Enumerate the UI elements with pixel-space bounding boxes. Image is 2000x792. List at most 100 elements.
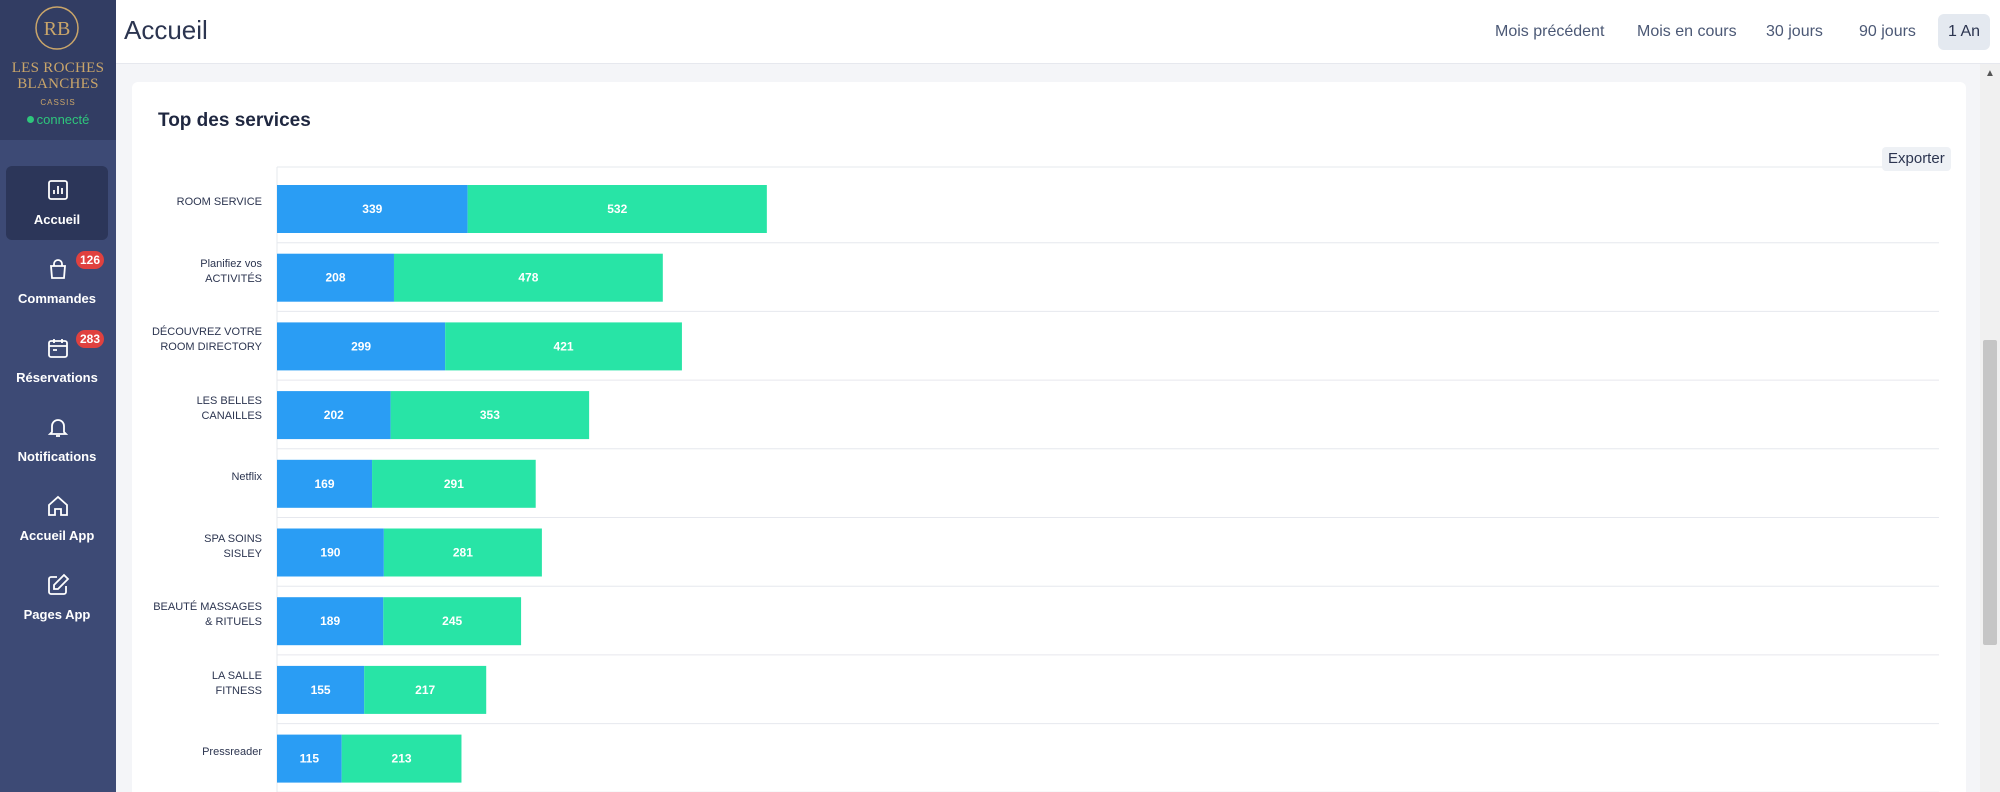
chart-data-label: 155 (311, 683, 331, 697)
chart-bar-series1[interactable] (277, 391, 391, 440)
chart-bar-series2[interactable] (383, 528, 542, 577)
brand-block: RB LES ROCHES BLANCHES CASSIS connecté (0, 0, 116, 140)
sidebar-item-label: Commandes (17, 291, 97, 306)
sidebar-item-label: Accueil App (19, 528, 95, 543)
chart-bar-series1[interactable] (277, 597, 384, 646)
chart-category-label-line: FITNESS (215, 684, 262, 697)
status-label: connecté (36, 112, 90, 127)
period-current-month-button[interactable]: Mois en cours (1637, 23, 1737, 40)
chart-category-label-line: BEAUTÉ MASSAGES (153, 601, 262, 614)
sidebar-item-reservations[interactable]: 283 Réservations (6, 324, 108, 398)
brand-logo-icon: RB (35, 6, 79, 50)
sidebar-item-label: Notifications (17, 449, 97, 464)
status-dot-icon (26, 116, 34, 123)
svg-text:RB: RB (44, 18, 71, 40)
brand-name: LES ROCHES BLANCHES (0, 60, 116, 92)
page-title: Accueil (124, 15, 208, 45)
chart-category-label: DÉCOUVREZ VOTRE ROOM DIRECTORY (132, 325, 262, 355)
chart-category-label: LES BELLES CANAILLES (132, 394, 262, 424)
scroll-up-arrow-icon[interactable]: ▲ (1985, 68, 1995, 79)
chart-bar-series1[interactable] (277, 734, 342, 783)
sidebar-item-label: Pages App (23, 607, 91, 622)
chart-category-label-line: SPA SOINS (204, 532, 262, 545)
chart-bar-series1[interactable] (277, 528, 384, 577)
reservations-count-badge: 283 (76, 330, 105, 348)
chart-category-label-line: ACTIVITÉS (205, 272, 262, 285)
brand-subtitle: CASSIS (40, 98, 76, 107)
sidebar: RB LES ROCHES BLANCHES CASSIS connecté A… (0, 0, 116, 792)
scroll-thumb[interactable] (1983, 340, 1997, 645)
chart-category-label-line: LES BELLES (196, 395, 262, 408)
chart-bar-series2[interactable] (383, 597, 522, 646)
chart-data-label: 291 (444, 477, 464, 491)
chart-category-label-line: DÉCOUVREZ VOTRE (151, 326, 262, 339)
chart-bar-series1[interactable] (277, 253, 394, 302)
top-services-card: 339 532 208 478 299 421 202 353 169 291 190 281 189 2… (132, 82, 1966, 792)
chart-data-label: 208 (325, 271, 345, 285)
chart-bar-series1[interactable] (277, 185, 468, 233)
calendar-icon (48, 339, 68, 358)
chart-bar-series2[interactable] (467, 185, 767, 233)
bell-icon (47, 419, 69, 437)
sidebar-item-commandes[interactable]: 126 Commandes (6, 245, 108, 319)
chart-data-label: 190 (320, 546, 340, 560)
chart-data-label: 299 (351, 339, 371, 353)
chart-data-label: 189 (320, 614, 340, 628)
brand-name-line2: BLANCHES (17, 76, 99, 92)
chart-category-label-line: Netflix (231, 470, 262, 483)
home-icon (48, 495, 68, 516)
chart-category-label-line: Pressreader (202, 745, 262, 758)
chart-category-label: BEAUTÉ MASSAGES & RITUELS (132, 600, 262, 630)
chart-data-label: 213 (392, 752, 412, 766)
bar-chart-icon (48, 180, 68, 200)
orders-count-badge: 126 (76, 251, 105, 269)
chart-data-label: 339 (362, 202, 382, 216)
chart-category-label: LA SALLE FITNESS (132, 669, 262, 699)
page-scrollbar[interactable]: ▲ (1980, 64, 2000, 792)
top-header: Accueil Mois précédent Mois en cours 30 … (116, 0, 2000, 64)
period-90-days-button[interactable]: 90 jours (1859, 23, 1916, 40)
chart-category-label: Planifiez vos ACTIVITÉS (132, 257, 262, 287)
chart-data-label: 245 (442, 614, 462, 628)
card-title: Top des services (158, 110, 311, 131)
chart-data-label: 115 (300, 752, 320, 766)
chart-category-label-line: LA SALLE (211, 669, 262, 682)
chart-bar-series2[interactable] (445, 322, 682, 371)
chart-data-label: 217 (415, 683, 435, 697)
chart-data-label: 421 (554, 339, 574, 353)
chart-bar-series1[interactable] (277, 322, 446, 371)
chart-bar-series2[interactable] (364, 665, 487, 714)
chart-data-label: 353 (480, 408, 500, 422)
chart-category-label-line: CANAILLES (201, 410, 262, 423)
chart-bar-series2[interactable] (390, 391, 590, 440)
chart-category-label-line: ROOM DIRECTORY (160, 341, 262, 354)
period-30-days-button[interactable]: 30 jours (1766, 23, 1823, 40)
edit-icon (48, 573, 70, 595)
sidebar-item-label: Réservations (16, 370, 98, 385)
chart-bar-series1[interactable] (277, 665, 365, 714)
chart-category-label-line: Planifiez vos (200, 257, 262, 270)
sidebar-item-notifications[interactable]: Notifications (6, 403, 108, 477)
sidebar-item-pages-app[interactable]: Pages App (6, 561, 108, 635)
chart-category-label: Netflix (132, 470, 262, 485)
sidebar-item-label: Accueil (33, 212, 81, 227)
chart-bar-series2[interactable] (341, 734, 462, 783)
period-1-year-button[interactable]: 1 An (1938, 14, 1991, 50)
chart-category-label-line: ROOM SERVICE (176, 196, 262, 208)
chart-data-label: 169 (315, 477, 335, 491)
sidebar-item-accueil[interactable]: Accueil (6, 166, 108, 240)
chart-bar-series2[interactable] (372, 459, 536, 508)
period-previous-month-button[interactable]: Mois précédent (1495, 23, 1605, 40)
brand-name-line1: LES ROCHES (11, 60, 105, 76)
top-services-chart: 339 532 208 478 299 421 202 353 169 291 190 281 189 2… (132, 82, 1966, 792)
export-button[interactable]: Exporter (1882, 147, 1951, 171)
chart-data-label: 532 (607, 202, 627, 216)
chart-svg: 339 532 208 478 299 421 202 353 169 291 190 281 189 2… (276, 166, 1939, 792)
sidebar-item-accueil-app[interactable]: Accueil App (6, 482, 108, 556)
chart-data-label: 202 (324, 408, 344, 422)
chart-data-label: 478 (518, 271, 538, 285)
chart-bar-series1[interactable] (277, 459, 373, 508)
chart-bar-series2[interactable] (393, 253, 663, 302)
chart-category-label: Pressreader (132, 745, 262, 760)
chart-category-label-line: & RITUELS (205, 616, 262, 629)
